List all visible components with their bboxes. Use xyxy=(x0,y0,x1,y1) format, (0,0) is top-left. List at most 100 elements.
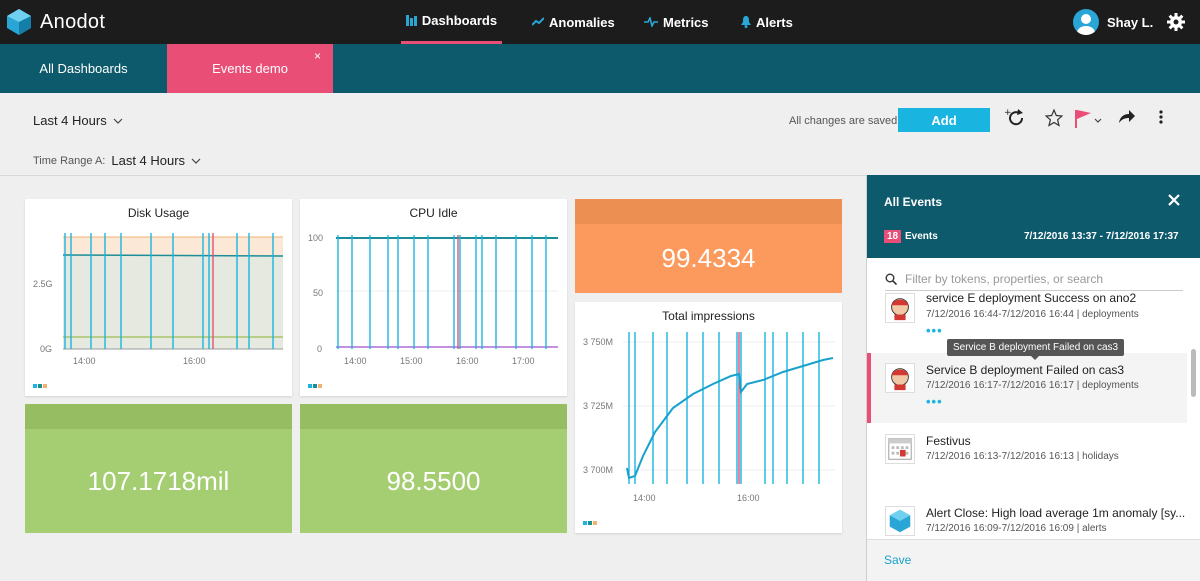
time-range-dropdown[interactable]: Last 4 Hours xyxy=(33,113,123,128)
chart-legend[interactable] xyxy=(583,521,598,525)
disk-usage-chart xyxy=(63,233,284,350)
save-button[interactable]: Save xyxy=(884,553,912,567)
star-icon[interactable] xyxy=(1045,109,1063,127)
events-count-badge: 18 xyxy=(884,230,902,243)
y-tick: 50 xyxy=(313,288,324,298)
nav-anomalies-label: Anomalies xyxy=(549,14,615,30)
cpu-idle-widget[interactable]: CPU Idle 100 50 0 14:00 15:00 16:00 17:0… xyxy=(300,199,567,396)
app-logo[interactable]: Anodot xyxy=(6,8,105,36)
widget-title: Total impressions xyxy=(662,309,755,323)
event-meta: 7/12/2016 16:09-7/12/2016 16:09 | alerts xyxy=(926,523,1107,534)
dashboards-icon xyxy=(405,15,417,26)
total-impressions-widget[interactable]: Total impressions 3 750M 3 725M 3 700M 1… xyxy=(575,302,842,533)
y-tick: 3 750M xyxy=(583,337,614,347)
event-title: Festivus xyxy=(926,434,971,448)
event-meta: 7/12/2016 16:44-7/12/2016 16:44 | deploy… xyxy=(926,309,1139,320)
gear-icon[interactable] xyxy=(1167,13,1185,31)
events-panel-header: All Events 18 Events 7/12/2016 13:37 - 7… xyxy=(867,175,1200,258)
jenkins-icon xyxy=(885,363,915,393)
flag-icon[interactable] xyxy=(1075,109,1105,129)
dashboard-toolbar: Last 4 Hours Time Range A: Last 4 Hours … xyxy=(0,93,1200,175)
more-vertical-icon[interactable] xyxy=(1158,109,1164,125)
events-scrollbar[interactable] xyxy=(1191,349,1196,397)
x-tick: 14:00 xyxy=(633,493,656,503)
refresh-icon[interactable]: + xyxy=(1004,107,1028,129)
x-tick: 16:00 xyxy=(737,493,760,503)
tab-events-demo[interactable]: Events demo × xyxy=(167,44,333,93)
metrics-icon xyxy=(644,17,658,27)
anomalies-icon xyxy=(532,17,544,26)
chart-legend[interactable] xyxy=(33,384,48,388)
event-title: Service B deployment Failed on cas3 xyxy=(926,363,1125,377)
stat-widget-green-2[interactable]: 98.5500 xyxy=(300,404,567,533)
nav-anomalies[interactable]: Anomalies xyxy=(532,0,615,44)
chart-legend[interactable] xyxy=(308,384,323,388)
y-tick: 0 xyxy=(317,344,323,354)
list-item[interactable]: Alert Close: High load average 1m anomal… xyxy=(867,496,1187,539)
stat-value: 107.1718mil xyxy=(87,466,230,496)
list-item[interactable]: Festivus 7/12/2016 16:13-7/12/2016 16:13… xyxy=(867,424,1187,494)
svg-text:+: + xyxy=(1004,108,1012,118)
add-button[interactable]: Add xyxy=(898,108,990,132)
nav-alerts[interactable]: Alerts xyxy=(741,0,793,44)
event-meta: 7/12/2016 16:17-7/12/2016 16:17 | deploy… xyxy=(926,380,1139,391)
events-search-input[interactable] xyxy=(905,271,1165,286)
stat-widget-green-1[interactable]: 107.1718mil xyxy=(25,404,292,533)
jenkins-icon xyxy=(885,293,915,323)
time-range-a-dropdown[interactable]: Time Range A: Last 4 Hours xyxy=(33,153,201,168)
events-count-label: Events xyxy=(905,231,938,242)
events-list: service E deployment Success on ano2 7/1… xyxy=(867,293,1200,539)
events-search xyxy=(885,267,1183,291)
event-tooltip: Service B deployment Failed on cas3 xyxy=(947,339,1125,360)
dashboard-tabs: All Dashboards Events demo × xyxy=(0,44,1200,93)
tab-all-dashboards-label: All Dashboards xyxy=(39,61,128,76)
event-more[interactable]: ••• xyxy=(926,394,943,409)
close-icon[interactable] xyxy=(1167,193,1181,207)
share-icon[interactable] xyxy=(1118,109,1136,125)
calendar-icon xyxy=(885,434,915,464)
disk-usage-widget[interactable]: Disk Usage 2.5G 0G 14:00 16:00 xyxy=(25,199,292,396)
close-tab-icon[interactable]: × xyxy=(313,49,321,63)
cpu-idle-chart xyxy=(336,235,558,349)
y-tick: 2.5G xyxy=(33,279,53,289)
time-range-value: Last 4 Hours xyxy=(33,113,107,128)
stat-header xyxy=(25,404,292,429)
stat-value: 98.5500 xyxy=(386,466,481,496)
list-item[interactable]: service E deployment Success on ano2 7/1… xyxy=(867,293,1187,353)
nav-metrics[interactable]: Metrics xyxy=(644,0,709,44)
x-tick: 16:00 xyxy=(183,356,206,366)
tab-events-demo-label: Events demo xyxy=(212,61,288,76)
top-navigation: Anodot Dashboards Anomalies Metrics Aler… xyxy=(0,0,1200,44)
stat-header xyxy=(575,199,842,224)
events-panel: All Events 18 Events 7/12/2016 13:37 - 7… xyxy=(866,175,1200,581)
stat-widget-orange[interactable]: 99.4334 xyxy=(575,199,842,293)
save-status: All changes are saved xyxy=(789,115,898,127)
event-title: service E deployment Success on ano2 xyxy=(926,293,1137,305)
chevron-down-icon xyxy=(191,158,201,164)
y-tick: 100 xyxy=(308,233,324,243)
nav-dashboards-label: Dashboards xyxy=(421,13,498,28)
y-tick: 3 700M xyxy=(583,465,614,475)
event-more[interactable]: ••• xyxy=(926,323,943,338)
user-icon xyxy=(1077,14,1095,35)
events-panel-footer: Save xyxy=(867,539,1200,581)
events-panel-title: All Events xyxy=(884,195,943,209)
total-impressions-chart xyxy=(623,332,835,484)
x-tick: 15:00 xyxy=(400,356,423,366)
time-range-a-value: Last 4 Hours xyxy=(111,153,186,168)
y-tick: 0G xyxy=(40,344,53,354)
nav-dashboards[interactable]: Dashboards xyxy=(401,0,502,44)
stat-value: 99.4334 xyxy=(661,243,756,273)
time-range-a-label: Time Range A: xyxy=(33,154,106,167)
events-time-range: 7/12/2016 13:37 - 7/12/2016 17:37 xyxy=(1024,231,1179,242)
user-menu[interactable]: Shay L. xyxy=(1073,9,1153,35)
list-item[interactable]: Service B deployment Failed on cas3 7/12… xyxy=(867,353,1187,423)
chevron-down-icon xyxy=(113,118,123,124)
widget-title: CPU Idle xyxy=(409,206,458,220)
event-title: Alert Close: High load average 1m anomal… xyxy=(926,506,1186,520)
tab-all-dashboards[interactable]: All Dashboards xyxy=(0,44,167,93)
y-tick: 3 725M xyxy=(583,401,614,411)
search-icon xyxy=(885,273,897,285)
x-tick: 17:00 xyxy=(512,356,535,366)
anodot-logo-icon xyxy=(7,9,31,35)
